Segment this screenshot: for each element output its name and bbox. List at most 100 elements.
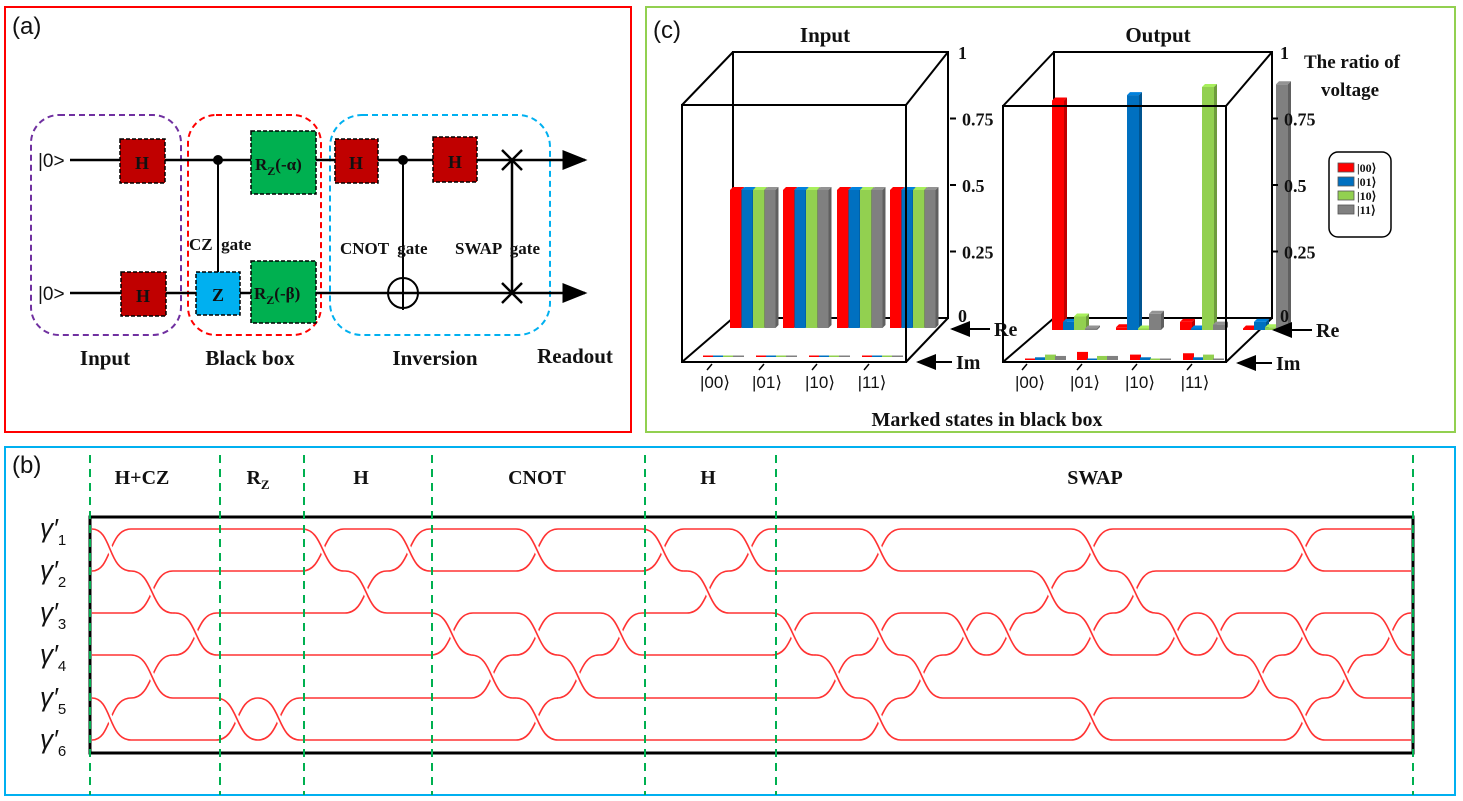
braid-crossing (858, 526, 902, 574)
svg-text:RZ(-β): RZ(-β) (254, 284, 300, 307)
cnot-target-icon (387, 277, 419, 309)
x-tick-label: |11⟩ (1181, 373, 1210, 392)
bar-im-3-0 (862, 355, 873, 357)
black-box-section (187, 114, 322, 336)
x-tick (758, 363, 765, 371)
legend-label: |00⟩ (1357, 161, 1376, 175)
svg-text:H: H (136, 286, 150, 306)
legend-label: |10⟩ (1357, 189, 1376, 203)
panel-b-border (4, 446, 1456, 796)
braid-crossing (900, 652, 944, 701)
column-label-cnot: CNOT (508, 467, 566, 489)
inversion-section-box (329, 114, 551, 336)
bar-im-0-3 (1055, 355, 1066, 360)
bar-im-3-3 (892, 355, 903, 357)
strand-label-gamma-5: γ′5 (40, 682, 66, 718)
bar-im-1-3 (1107, 355, 1118, 360)
input-bar-chart: 0 0.25 0.5 0.75 1 Re Im |00⟩ |01⟩ |10⟩ |11⟩ (681, 43, 1017, 392)
chart-3d-front-face (1002, 105, 1227, 363)
svg-text:RZ(-α): RZ(-α) (255, 155, 302, 178)
x-tick (863, 363, 870, 371)
legend-swatch (1337, 176, 1355, 187)
im-label: Im (1276, 353, 1301, 375)
braid-crossing (174, 610, 218, 658)
bar-im-3-3 (1213, 358, 1224, 360)
braid-crossing (91, 695, 132, 743)
bar-im-2-1 (1140, 357, 1151, 360)
cnot-gate-label: CNOT gate (340, 239, 428, 258)
cnot-control-dot (398, 155, 408, 165)
bar-re-2-3 (871, 187, 886, 328)
bar-im-0-3 (733, 355, 744, 357)
svg-text:H: H (349, 153, 363, 173)
braid-crossing (515, 695, 559, 743)
braid-crossing (257, 695, 301, 743)
bar-im-1-2 (776, 355, 787, 357)
legend-swatch (1337, 190, 1355, 201)
braid-crossing (641, 526, 685, 574)
strand-label-gamma-4: γ′4 (40, 639, 66, 675)
panel-a-border (4, 6, 632, 433)
braid-crossing (430, 610, 474, 658)
im-label: Im (956, 352, 981, 374)
bar-im-2-0 (1130, 354, 1141, 360)
x-tick-label: |11⟩ (858, 373, 887, 392)
bar-re-1-3 (1149, 310, 1164, 330)
chart-3d-front-face (681, 104, 907, 363)
bar-im-1-1 (1087, 358, 1098, 360)
section-label-inversion: Inversion (392, 346, 478, 370)
input-section-box (30, 114, 182, 336)
cz-gate-label: CZ gate (189, 235, 252, 254)
braid-crossing (1369, 610, 1412, 658)
rz-beta-gate: RZ(-β) (250, 260, 317, 324)
h-gate: H (119, 138, 166, 184)
panel-c-label: (c) (653, 17, 681, 44)
bar-im-3-2 (1203, 354, 1214, 360)
svg-text:Z: Z (212, 285, 224, 305)
braid-crossing (1282, 695, 1326, 743)
panel-a-circuit: (a) |0> |0> H H Z RZ(-α) (4, 6, 632, 433)
braid-frame (88, 515, 1415, 755)
legend-label: |01⟩ (1357, 175, 1376, 189)
bar-re-0-0 (1052, 97, 1067, 330)
bar-im-2-0 (809, 355, 820, 357)
y-tick-label: 0 (1280, 306, 1289, 326)
braid-crossing (858, 610, 902, 658)
strand-label-gamma-2: γ′2 (40, 555, 66, 591)
strand-label-gamma-1: γ′1 (40, 513, 66, 549)
output-chart-title: Output (1125, 23, 1190, 47)
panel-b-label: (b) (12, 452, 41, 479)
braid-crossing (858, 695, 902, 743)
section-label-input: Input (80, 346, 130, 370)
bar-im-0-1 (713, 355, 724, 357)
y-tick-label: 0.5 (962, 176, 985, 196)
braid-crossing (1070, 526, 1114, 574)
braid-crossing (815, 652, 859, 701)
braid-crossing (1070, 610, 1114, 658)
x-tick (1186, 363, 1193, 371)
bar-im-3-1 (1193, 357, 1204, 360)
bar-im-1-0 (756, 355, 767, 357)
bar-im-2-3 (839, 355, 850, 357)
y-tick-label: 0 (958, 306, 967, 326)
legend-label: |11⟩ (1357, 203, 1376, 217)
braid-crossing (515, 526, 559, 574)
re-label: Re (1316, 320, 1339, 342)
x-tick (706, 363, 713, 371)
rz-alpha-gate: RZ(-α) (250, 130, 317, 195)
strand-labels: γ′1 γ′2 γ′3 γ′4 γ′5 γ′6 (40, 513, 66, 760)
bar-re-0-3 (1085, 325, 1100, 330)
bar-im-2-2 (829, 355, 840, 357)
bar-re-3-3 (924, 187, 939, 328)
y-tick-label: 0.25 (962, 243, 994, 263)
bar-im-0-2 (723, 355, 734, 357)
x-tick-label: |00⟩ (1015, 373, 1045, 392)
h-gate: H (334, 138, 379, 184)
svg-text:H: H (135, 153, 149, 173)
strand-label-gamma-3: γ′3 (40, 597, 66, 633)
column-label-h: H (700, 467, 716, 489)
braid-crossing (1197, 610, 1241, 658)
swap-gate (501, 149, 523, 304)
x-tick (1076, 363, 1083, 371)
